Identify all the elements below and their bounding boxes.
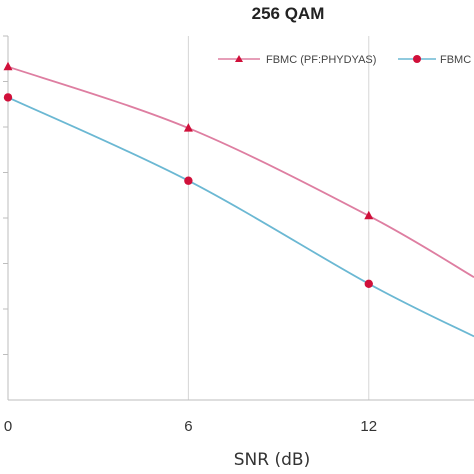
series-layer xyxy=(3,61,474,338)
legend-label-series-2: FBMC xyxy=(440,54,471,66)
legend-triangle-marker xyxy=(235,55,243,62)
series-2-point-1 xyxy=(184,176,193,185)
grid xyxy=(7,36,370,400)
series-line-1 xyxy=(7,65,474,278)
series-1-point-1 xyxy=(183,123,193,132)
legend-label-series-1: FBMC (PF:PHYDYAS) xyxy=(266,54,376,66)
legend: FBMC (PF:PHYDYAS) FBMC xyxy=(218,54,471,66)
series-1-point-0 xyxy=(3,61,13,71)
series-1-point-2 xyxy=(364,210,374,220)
x-axis-label: SNR (dB) xyxy=(234,450,310,470)
series-line-2 xyxy=(7,96,474,338)
axes xyxy=(3,35,474,401)
series-2-point-0 xyxy=(3,93,13,102)
series-2-point-2 xyxy=(364,279,373,288)
chart-title: 256 QAM xyxy=(252,4,325,23)
x-tick-label-0: 0 xyxy=(4,418,12,435)
x-tick-labels: 0 6 12 xyxy=(4,418,377,435)
legend-circle-marker xyxy=(413,55,421,63)
x-tick-label-1: 6 xyxy=(184,418,192,435)
x-tick-label-2: 12 xyxy=(360,418,377,435)
